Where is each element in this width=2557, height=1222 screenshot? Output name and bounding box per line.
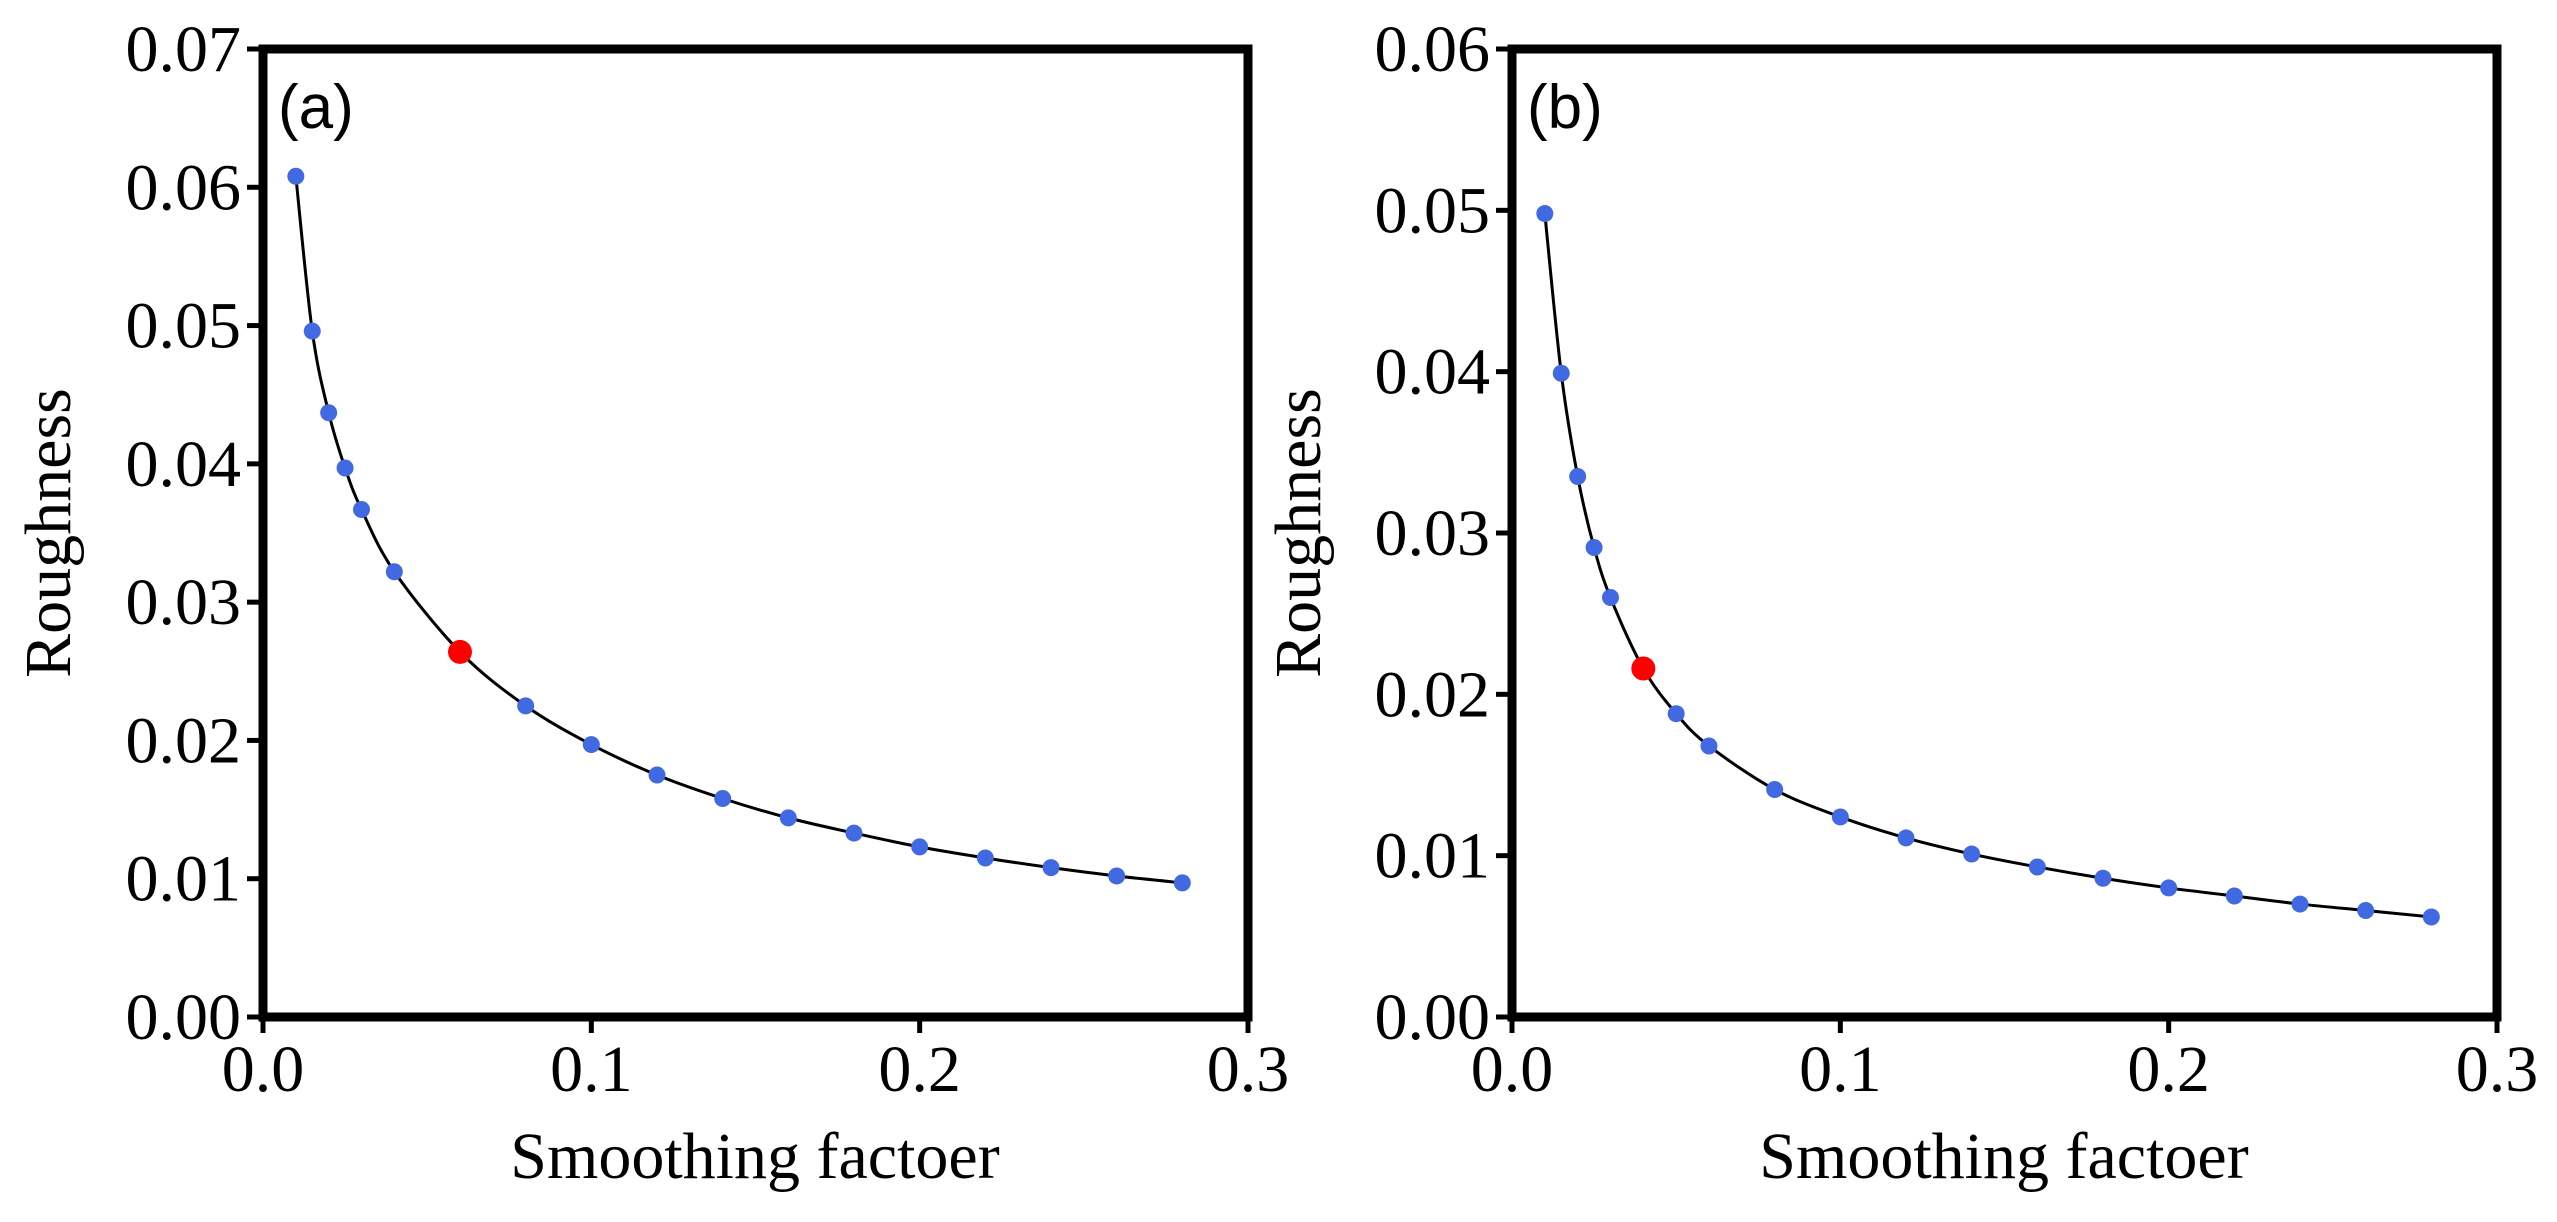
y-tick-label: 0.02 (126, 704, 242, 777)
y-tick-label: 0.05 (1375, 174, 1491, 247)
data-point (1108, 867, 1126, 885)
plot-frame (258, 44, 1253, 1022)
data-point (2028, 858, 2046, 876)
data-point (2357, 902, 2375, 920)
data-point (303, 322, 321, 340)
axis-ticks: 0.0 0.1 0.2 0.3 0.00 0.01 0.02 0.03 0.04 0.05 0.06 (1375, 13, 2539, 1106)
data-point (2422, 908, 2440, 926)
data-point (714, 790, 732, 808)
highlight-point (1631, 656, 1656, 681)
x-tick-label: 0.1 (550, 1033, 633, 1106)
y-tick-label: 0.01 (1375, 820, 1491, 893)
series-line (1543, 213, 2432, 919)
data-point (1585, 539, 1603, 557)
chart-panel-b: (b) Smoothing factoer Roughness 0.0 0.1 0.… (1262, 13, 2538, 1193)
panel-label: (b) (1527, 73, 1603, 142)
y-tick-label: 0.05 (126, 290, 242, 363)
y-tick-label: 0.04 (126, 428, 242, 501)
x-tick-label: 0.0 (1471, 1033, 1554, 1106)
data-point (1700, 737, 1718, 755)
x-tick-label: 0.2 (878, 1033, 961, 1106)
plot-frame (1507, 44, 2502, 1022)
y-tick-label: 0.03 (126, 566, 242, 639)
data-point (2291, 895, 2309, 913)
data-point (336, 459, 354, 477)
y-tick-label: 0.00 (1375, 981, 1491, 1054)
data-point (976, 849, 994, 867)
data-point (1042, 859, 1060, 877)
data-point (1766, 781, 1784, 799)
data-point (648, 766, 666, 784)
data-series (1536, 205, 2440, 926)
data-point (1963, 845, 1981, 863)
data-point (1173, 874, 1191, 892)
data-point (2160, 879, 2178, 897)
highlight-point (448, 639, 472, 664)
data-series (287, 167, 1191, 892)
x-tick-label: 0.3 (1207, 1033, 1290, 1106)
data-point (779, 809, 797, 827)
y-tick-label: 0.01 (126, 843, 242, 916)
series-line (294, 176, 1183, 885)
chart-panel-a: (a) Smoothing factoer Roughness 0.0 0.1 0.… (12, 13, 1289, 1193)
data-point (845, 824, 863, 842)
x-axis-label: Smoothing factoer (510, 1120, 999, 1193)
data-point (353, 500, 370, 518)
y-axis-label: Roughness (12, 388, 85, 678)
data-point (517, 697, 535, 715)
y-axis-label: Roughness (1262, 388, 1335, 678)
x-tick-label: 0.2 (2127, 1033, 2210, 1106)
data-point (385, 563, 403, 581)
data-point (1602, 589, 1619, 607)
panel-label: (a) (278, 73, 354, 142)
y-tick-label: 0.04 (1375, 336, 1491, 409)
axis-ticks: 0.0 0.1 0.2 0.3 0.00 0.01 0.02 0.03 0.04 0.05 0.06… (126, 13, 1290, 1106)
y-tick-label: 0.07 (126, 13, 242, 86)
data-point (911, 838, 929, 856)
data-point (287, 167, 305, 185)
data-point (1831, 808, 1849, 826)
y-tick-label: 0.06 (126, 151, 242, 224)
data-point (1897, 829, 1915, 847)
x-tick-label: 0.3 (2456, 1033, 2539, 1106)
data-point (582, 736, 600, 754)
x-axis-label: Smoothing factoer (1759, 1120, 2248, 1193)
data-point (320, 404, 338, 422)
data-point (1536, 205, 1554, 223)
x-tick-label: 0.0 (222, 1033, 305, 1106)
data-point (1552, 364, 1570, 382)
y-tick-label: 0.03 (1375, 497, 1491, 570)
data-point (2225, 887, 2243, 905)
y-tick-label: 0.02 (1375, 658, 1491, 731)
y-tick-label: 0.00 (126, 981, 242, 1054)
y-tick-label: 0.06 (1375, 13, 1491, 86)
data-point (1569, 468, 1587, 486)
data-point (1667, 705, 1685, 723)
data-point (2094, 869, 2112, 887)
x-tick-label: 0.1 (1799, 1033, 1882, 1106)
